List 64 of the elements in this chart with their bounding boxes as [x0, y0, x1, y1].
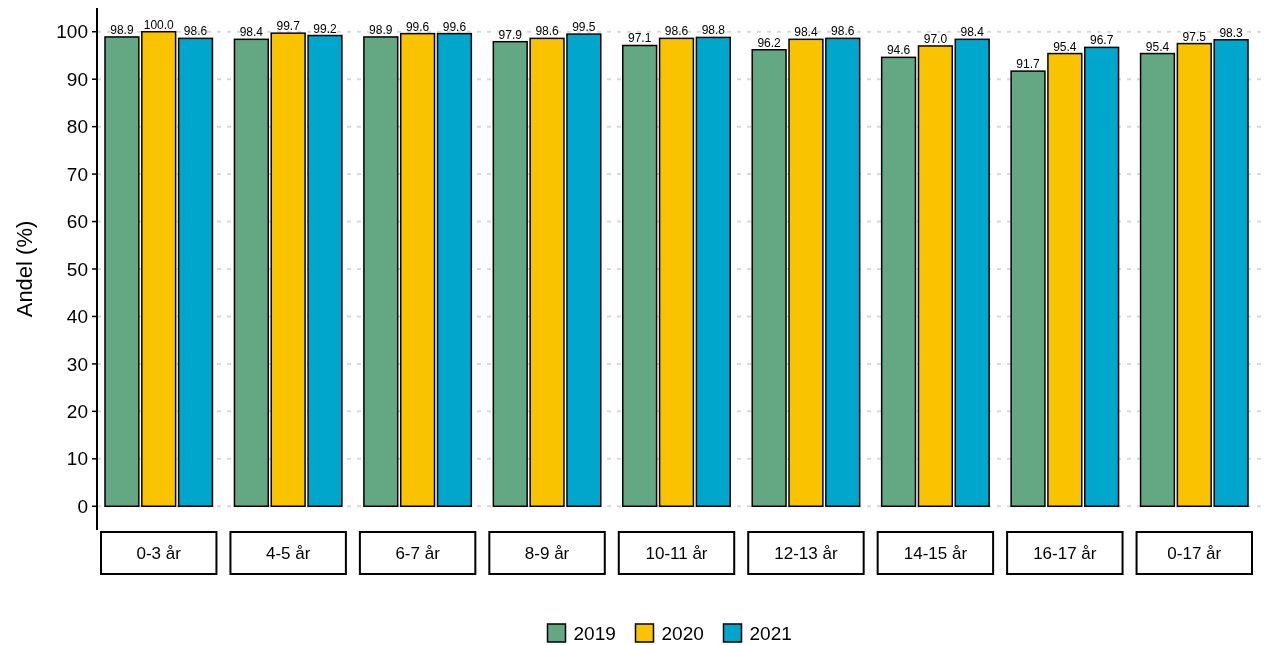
- data-label: 98.8: [701, 23, 726, 38]
- y-tick-label: 90: [66, 68, 88, 90]
- y-tick-label: 40: [66, 306, 88, 328]
- legend-label: 2019: [573, 622, 616, 644]
- data-label: 97.5: [1182, 29, 1207, 44]
- x-tick-label: 4-5 år: [265, 543, 311, 563]
- bar: [436, 32, 473, 508]
- data-label: 100.0: [143, 17, 175, 32]
- y-tick-label: 0: [77, 495, 88, 517]
- data-label: 94.6: [886, 43, 911, 58]
- data-label: 99.7: [276, 19, 301, 34]
- y-tick-label: 60: [66, 211, 88, 233]
- y-tick-label: 30: [66, 353, 88, 375]
- bar: [695, 36, 731, 508]
- bar: [1083, 46, 1120, 508]
- bar: [954, 38, 990, 508]
- data-label: 95.4: [1053, 39, 1077, 54]
- data-label: 98.6: [183, 24, 208, 39]
- legend-label: 2020: [661, 622, 704, 644]
- x-tick-label: 6-7 år: [395, 543, 441, 563]
- x-tick-label: 16-17 år: [1033, 543, 1097, 563]
- x-tick-label: 0-3 år: [136, 543, 182, 563]
- y-tick-label: 80: [66, 116, 88, 138]
- y-tick-label: 100: [56, 21, 88, 43]
- data-label: 99.2: [313, 21, 337, 36]
- data-label: 99.6: [442, 19, 467, 34]
- bar: [363, 36, 399, 508]
- data-label: 98.3: [1219, 25, 1244, 40]
- bar: [622, 44, 658, 508]
- data-label: 98.4: [960, 25, 985, 40]
- data-label: 98.4: [794, 25, 818, 40]
- bar: [177, 37, 214, 508]
- bar: [233, 38, 270, 508]
- data-label: 91.7: [1016, 57, 1041, 72]
- bar: [880, 56, 917, 508]
- x-tick-label: 8-9 år: [524, 543, 570, 563]
- bar: [917, 45, 954, 508]
- data-label: 97.1: [628, 31, 652, 46]
- data-label: 96.7: [1089, 33, 1114, 48]
- bar: [399, 32, 436, 508]
- data-label: 99.6: [405, 19, 430, 34]
- data-label: 99.5: [572, 20, 596, 35]
- x-tick-label: 0-17 år: [1167, 543, 1222, 563]
- x-tick-label: 12-13 år: [774, 543, 838, 563]
- bar: [658, 37, 695, 508]
- data-label: 97.9: [498, 27, 523, 42]
- y-tick-label: 20: [66, 401, 88, 423]
- data-label: 98.4: [239, 25, 264, 40]
- y-tick-label: 50: [66, 258, 88, 280]
- data-label: 98.6: [535, 24, 560, 39]
- data-label: 98.6: [831, 24, 855, 39]
- data-label: 98.9: [369, 22, 393, 37]
- y-axis-title: Andel (%): [12, 220, 37, 318]
- legend-label: 2021: [749, 622, 792, 644]
- x-tick-label: 10-11 år: [645, 543, 708, 563]
- x-tick-label: 14-15 år: [903, 543, 968, 563]
- y-tick-label: 10: [66, 448, 88, 470]
- data-label: 98.6: [664, 24, 689, 39]
- bar: [1139, 52, 1176, 508]
- data-label: 97.0: [923, 31, 948, 46]
- data-label: 98.9: [110, 22, 134, 37]
- y-tick-label: 70: [66, 163, 88, 185]
- data-label: 95.4: [1145, 39, 1170, 54]
- data-label: 96.2: [757, 35, 782, 50]
